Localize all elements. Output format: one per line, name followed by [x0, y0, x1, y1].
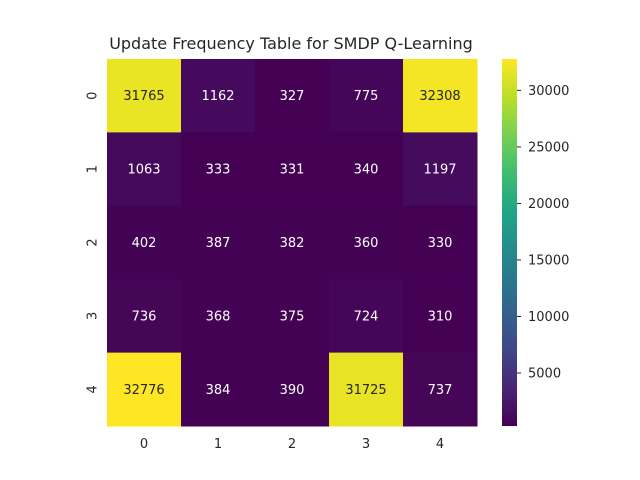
heatmap-cell-4-2	[255, 352, 330, 427]
cell-value-label-3-1: 368	[206, 309, 231, 324]
cell-value-label-0-2: 327	[280, 89, 305, 104]
colorbar-tick-label-0: 5000	[528, 366, 561, 381]
y-tick-label-1: 1	[86, 165, 101, 173]
heatmap-cell-1-1	[181, 132, 256, 207]
heatmap-cell-4-4	[403, 352, 478, 427]
cell-value-label-1-1: 333	[206, 163, 231, 178]
heatmap-cell-0-3	[329, 59, 404, 133]
cell-value-label-2-4: 330	[428, 236, 453, 251]
y-tick-label-0: 0	[86, 92, 101, 100]
heatmap-cell-3-1	[181, 279, 256, 354]
heatmap-cells	[107, 59, 478, 427]
colorbar-ticks: 5000 10000 15000 20000 25000 30000	[517, 84, 569, 381]
x-tick-label-2: 2	[288, 437, 296, 452]
x-tick-label-0: 0	[140, 437, 148, 452]
cell-value-label-4-0: 32776	[123, 383, 164, 398]
heatmap-cell-0-2	[255, 59, 330, 133]
heatmap-cell-3-2	[255, 279, 330, 354]
colorbar-tick-label-3: 20000	[528, 197, 569, 212]
cell-value-label-1-2: 331	[280, 163, 305, 178]
heatmap-cell-1-0	[107, 132, 182, 207]
cell-value-label-1-4: 1197	[423, 163, 456, 178]
x-tick-label-4: 4	[436, 437, 444, 452]
cell-value-label-1-0: 1063	[127, 163, 160, 178]
heatmap-cell-3-3	[329, 279, 404, 354]
colorbar-tick-label-1: 10000	[528, 310, 569, 325]
heatmap-cell-4-1	[181, 352, 256, 427]
heatmap-cell-2-4	[403, 205, 478, 280]
colorbar-tick-label-5: 30000	[528, 84, 569, 99]
cell-value-label-4-2: 390	[280, 383, 305, 398]
x-tick-label-1: 1	[214, 437, 222, 452]
heatmap-cell-1-3	[329, 132, 404, 207]
heatmap-cell-3-0	[107, 279, 182, 354]
y-tick-label-4: 4	[86, 385, 101, 393]
heatmap-cell-4-0	[107, 352, 182, 427]
cell-value-label-2-3: 360	[354, 236, 379, 251]
cell-value-label-0-0: 31765	[123, 89, 164, 104]
heatmap-cell-1-4	[403, 132, 478, 207]
heatmap-cell-0-0	[107, 59, 182, 133]
heatmap-cell-labels: 31765 1162 327 775 32308 1063 333 331 340 1197 402…	[123, 89, 460, 398]
cell-value-label-3-4: 310	[428, 309, 453, 324]
colorbar-tick-label-2: 15000	[528, 253, 569, 268]
heatmap-cell-2-1	[181, 205, 256, 280]
y-tick-label-2: 2	[86, 238, 101, 246]
cell-value-label-4-3: 31725	[345, 383, 386, 398]
heatmap-cell-2-2	[255, 205, 330, 280]
cell-value-label-2-1: 387	[206, 236, 231, 251]
cell-value-label-2-2: 382	[280, 236, 305, 251]
heatmap-cell-1-2	[255, 132, 330, 207]
chart-title: Update Frequency Table for SMDP Q-Learni…	[109, 34, 473, 53]
y-axis-ticks: 0 1 2 3 4	[86, 92, 101, 394]
cell-value-label-1-3: 340	[354, 163, 379, 178]
cell-value-label-3-3: 724	[354, 309, 379, 324]
cell-value-label-3-0: 736	[132, 309, 157, 324]
heatmap-cell-0-4	[403, 59, 478, 133]
heatmap-cell-2-3	[329, 205, 404, 280]
heatmap-cell-3-4	[403, 279, 478, 354]
colorbar-tick-label-4: 25000	[528, 140, 569, 155]
cell-value-label-4-1: 384	[206, 383, 231, 398]
cell-value-label-0-3: 775	[354, 89, 379, 104]
cell-value-label-0-1: 1162	[201, 89, 234, 104]
y-tick-label-3: 3	[86, 312, 101, 320]
cell-value-label-3-2: 375	[280, 309, 305, 324]
x-axis-ticks: 0 1 2 3 4	[140, 437, 444, 452]
cell-value-label-0-4: 32308	[419, 89, 460, 104]
cell-value-label-2-0: 402	[132, 236, 157, 251]
cell-value-label-4-4: 737	[428, 383, 453, 398]
heatmap-cell-4-3	[329, 352, 404, 427]
heatmap-cell-0-1	[181, 59, 256, 133]
heatmap-cell-2-0	[107, 205, 182, 280]
x-tick-label-3: 3	[362, 437, 370, 452]
colorbar	[502, 59, 517, 426]
